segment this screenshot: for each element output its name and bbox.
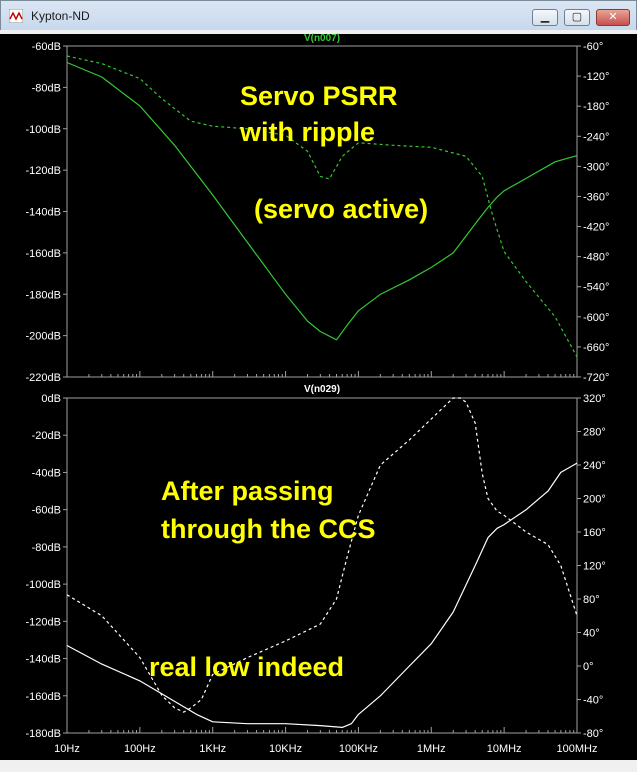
magnitude-trace [66, 61, 578, 341]
right-tick-label: -80° [583, 728, 603, 740]
left-tick-label: 0dB [41, 393, 61, 405]
left-tick-label: -20dB [32, 430, 61, 442]
waveform-app-icon [9, 9, 23, 23]
left-tick-label: -80dB [32, 82, 61, 94]
left-tick-label: -120dB [26, 616, 61, 628]
plot-title: V(n007) [304, 33, 340, 44]
left-tick-label: -140dB [26, 654, 61, 666]
frequency-axis: 10Hz 100Hz 1KHz 10KHz 100KHz 1MHz 10MHz 100MHz [0, 738, 637, 760]
close-button[interactable]: ✕ [596, 9, 630, 26]
plot-frame [66, 397, 578, 734]
top-plot-pane[interactable]: V(n007) -60dB -80dB -100dB -120dB -140dB -160d… [0, 33, 637, 389]
left-tick-label: -60dB [32, 505, 61, 517]
left-tick-label: -60dB [32, 41, 61, 53]
right-tick-label: -180° [583, 101, 609, 113]
left-tick-label: -120dB [26, 165, 61, 177]
right-tick-label: -40° [583, 695, 603, 707]
right-tick-label: -60° [583, 41, 603, 53]
left-tick-label: -180dB [26, 728, 61, 740]
right-tick-label: -300° [583, 161, 609, 173]
left-tick-label: -200dB [26, 331, 61, 343]
left-tick-label: -160dB [26, 691, 61, 703]
left-tick-label: -160dB [26, 248, 61, 260]
left-tick-label: -40dB [32, 467, 61, 479]
left-tick-label: -180dB [26, 289, 61, 301]
right-tick-label: -600° [583, 312, 609, 324]
annotation-text: through the CCS [161, 514, 375, 544]
right-tick-label: -480° [583, 252, 609, 264]
left-tick-label: -100dB [26, 579, 61, 591]
right-tick-label: -420° [583, 222, 609, 234]
right-tick-label: -240° [583, 131, 609, 143]
right-tick-label: 0° [583, 661, 594, 673]
annotation-text: with ripple [239, 117, 375, 147]
title-bar[interactable]: Kypton-ND ▁ ▢ ✕ [1, 1, 636, 31]
left-tick-label: -100dB [26, 124, 61, 136]
right-tick-label: 160° [583, 527, 606, 539]
right-tick-label: 240° [583, 460, 606, 472]
left-tick-label: -220dB [26, 372, 61, 384]
x-axis-strip [0, 738, 637, 760]
right-tick-label: -720° [583, 372, 609, 384]
window-title: Kypton-ND [31, 9, 90, 23]
right-tick-label: -540° [583, 282, 609, 294]
right-tick-label: -120° [583, 71, 609, 83]
right-tick-label: 280° [583, 427, 606, 439]
right-tick-label: 80° [583, 594, 600, 606]
plot-title: V(n029) [304, 384, 340, 395]
x-tick-label: 10Hz [54, 743, 80, 755]
right-tick-label: 120° [583, 561, 606, 573]
right-tick-label: 320° [583, 393, 606, 405]
x-tick-label: 100MHz [557, 743, 598, 755]
x-tick-label: 100KHz [339, 743, 378, 755]
plot-frame [66, 45, 578, 378]
x-tick-label: 1KHz [199, 743, 226, 755]
right-tick-label: 200° [583, 494, 606, 506]
annotation-text: real low indeed [149, 652, 344, 682]
right-tick-label: -660° [583, 342, 609, 354]
x-tick-label: 10MHz [487, 743, 522, 755]
maximize-button[interactable]: ▢ [564, 9, 590, 26]
left-tick-label: -140dB [26, 207, 61, 219]
phase-trace [66, 397, 578, 713]
right-tick-label: -360° [583, 191, 609, 203]
annotation-text: (servo active) [254, 194, 428, 224]
annotation-text: After passing [161, 476, 334, 506]
annotation-text: Servo PSRR [240, 81, 398, 111]
x-tick-label: 1MHz [417, 743, 446, 755]
bottom-plot-pane[interactable]: V(n029) 0dB -20dB -40dB -60dB -80dB -100dB -120… [0, 384, 637, 745]
minimize-button[interactable]: ▁ [532, 9, 558, 26]
left-tick-label: -80dB [32, 542, 61, 554]
x-tick-label: 10KHz [269, 743, 302, 755]
x-tick-label: 100Hz [124, 743, 156, 755]
magnitude-trace [66, 462, 578, 729]
right-tick-label: 40° [583, 628, 600, 640]
